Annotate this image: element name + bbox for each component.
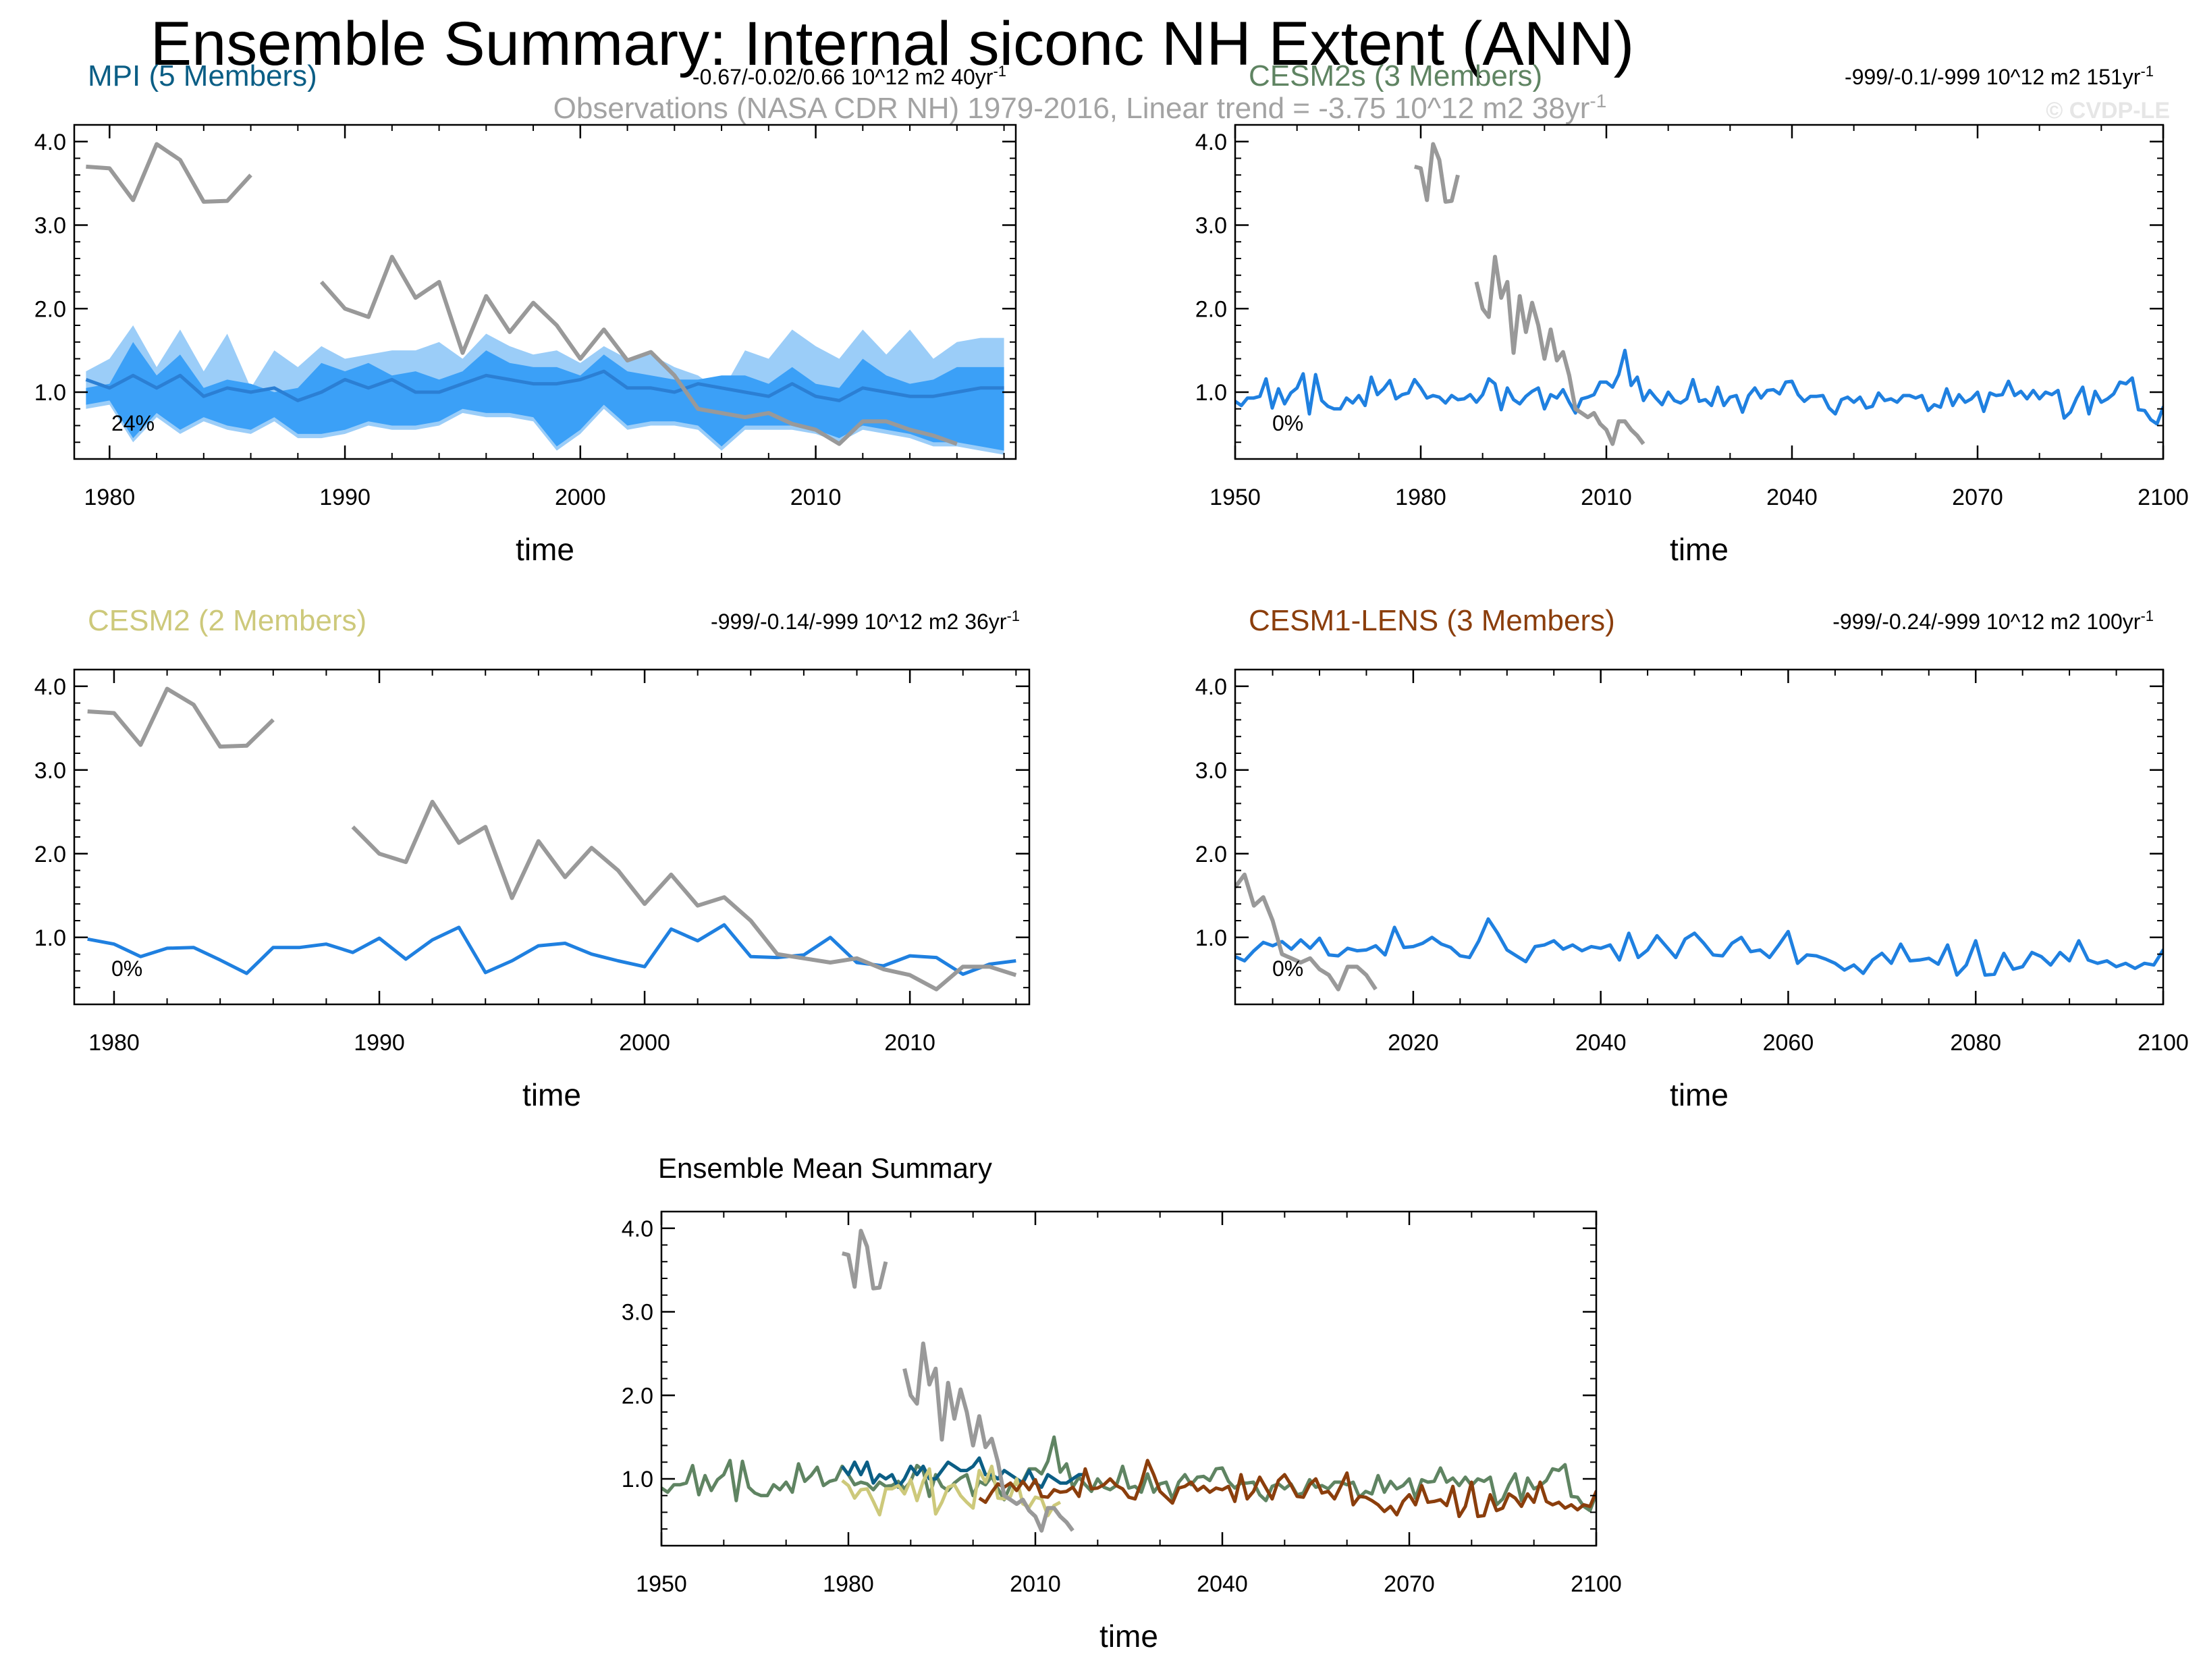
panel-cesm2-y-tick-label: 1.0 bbox=[34, 925, 66, 951]
panel-cesm1-x-tick-label: 2060 bbox=[1763, 1030, 1814, 1056]
panel-cesm1-y-tick-label: 4.0 bbox=[1195, 674, 1227, 700]
panel-cesm2: 1980 1990 2000 2010 1.0 2.0 3.0 4.0 time 0% CESM2 … bbox=[34, 604, 1031, 1112]
panel-cesm2-percent-label: 0% bbox=[111, 956, 142, 981]
panel-cesm2s-y-tick-label: 4.0 bbox=[1195, 130, 1227, 155]
mpi-ensemble-spread-band bbox=[86, 342, 1004, 451]
panel-cesm1-x-tick-label: 2080 bbox=[1950, 1030, 2001, 1056]
cesm1-observations-line bbox=[1235, 872, 1378, 992]
mpi-ensemble-mean-line bbox=[85, 369, 1004, 402]
panel-cesm1-x-tick-label: 2040 bbox=[1575, 1030, 1627, 1056]
panel-mpi-x-tick-label: 2000 bbox=[555, 485, 606, 510]
panel-mpi-y-tick-label: 1.0 bbox=[34, 380, 66, 406]
panel-ensmean-x-tick-label: 2010 bbox=[1010, 1571, 1061, 1597]
panel-cesm2-x-tick-label: 2010 bbox=[884, 1030, 935, 1056]
panel-cesm2s: 1950 1980 2010 2040 2070 2100 1.0 2.0 3.0 4.0 time… bbox=[1195, 59, 2189, 567]
panel-mpi-y-tick-label: 2.0 bbox=[34, 296, 66, 322]
panel-mpi-y-tick-label: 3.0 bbox=[34, 213, 66, 239]
panel-ensmean-x-tick-label: 2070 bbox=[1384, 1571, 1435, 1597]
panel-cesm2-x-tick-label: 2000 bbox=[619, 1030, 670, 1056]
panel-cesm2s-x-tick-label: 2040 bbox=[1766, 485, 1818, 510]
panel-ensmean-y-tick-label: 4.0 bbox=[622, 1216, 653, 1242]
panel-cesm1-title: CESM1-LENS (3 Members) bbox=[1249, 604, 1615, 637]
panel-cesm1-y-tick-label: 1.0 bbox=[1195, 925, 1227, 951]
panel-cesm2-title: CESM2 (2 Members) bbox=[88, 604, 366, 637]
panel-cesm1-x-axis-label: time bbox=[1670, 1077, 1729, 1112]
panel-cesm1-x-tick-label: 2100 bbox=[2138, 1030, 2189, 1056]
panel-ensmean-plot-area bbox=[661, 1228, 1596, 1533]
ensmean-observations-line bbox=[842, 1228, 1075, 1533]
panel-ensmean-x-tick-label: 2100 bbox=[1571, 1571, 1622, 1597]
panel-cesm2s-trend-stats: -999/-0.1/-999 10^12 m2 151yr-1 bbox=[1845, 63, 2154, 89]
panel-ensmean-y-tick-label: 1.0 bbox=[622, 1467, 653, 1492]
panel-cesm1-percent-label: 0% bbox=[1272, 956, 1303, 981]
cesm2-observations-line bbox=[87, 686, 1017, 992]
panel-ensmean-x-tick-label: 1980 bbox=[823, 1571, 874, 1597]
panel-cesm2s-plot-area bbox=[1235, 142, 2163, 446]
panel-cesm2-y-tick-label: 3.0 bbox=[34, 758, 66, 784]
cesm2s-observations-line bbox=[1414, 142, 1646, 446]
cesm1-ensemble-mean-line bbox=[1235, 917, 2163, 977]
panel-cesm2-y-tick-label: 4.0 bbox=[34, 674, 66, 700]
panel-cesm2s-y-tick-label: 1.0 bbox=[1195, 380, 1227, 406]
panel-ensmean-y-tick-label: 2.0 bbox=[622, 1383, 653, 1409]
panel-ensmean-x-axis-label: time bbox=[1099, 1619, 1158, 1654]
panel-cesm2-plot-area bbox=[87, 686, 1017, 992]
obs-subtitle: Observations (NASA CDR NH) 1979-2016, Li… bbox=[553, 90, 1607, 125]
panel-cesm2s-x-axis-label: time bbox=[1670, 532, 1729, 567]
panel-mpi-title: MPI (5 Members) bbox=[88, 59, 317, 92]
panel-mpi-x-tick-label: 1990 bbox=[319, 485, 371, 510]
panel-ensmean: 1950 1980 2010 2040 2070 2100 1.0 2.0 3.0 4.0 time… bbox=[622, 1152, 1622, 1654]
panel-cesm1-trend-stats: -999/-0.24/-999 10^12 m2 100yr-1 bbox=[1832, 607, 2154, 634]
panel-cesm2s-percent-label: 0% bbox=[1272, 411, 1303, 435]
panel-cesm2s-x-tick-label: 1950 bbox=[1209, 485, 1261, 510]
panel-cesm1-y-tick-label: 3.0 bbox=[1195, 758, 1227, 784]
panel-cesm2s-y-tick-label: 3.0 bbox=[1195, 213, 1227, 239]
panel-cesm2-x-axis-label: time bbox=[522, 1077, 581, 1112]
panel-cesm1: 2020 2040 2060 2080 2100 1.0 2.0 3.0 4.0 time 0% CE… bbox=[1195, 604, 2189, 1112]
panel-cesm1-plot-frame bbox=[1234, 668, 2165, 1006]
mpi-observations-line bbox=[86, 142, 958, 446]
panel-mpi-percent-label: 24% bbox=[111, 411, 155, 435]
panel-cesm2s-title: CESM2s (3 Members) bbox=[1249, 59, 1542, 92]
panel-cesm2-y-tick-label: 2.0 bbox=[34, 842, 66, 867]
ensmean-line-mpi bbox=[840, 1456, 1085, 1489]
panel-cesm2s-plot-frame bbox=[1234, 124, 2165, 460]
watermark: © CVDP-LE bbox=[2046, 98, 2170, 124]
panel-ensmean-x-tick-label: 1950 bbox=[636, 1571, 687, 1597]
panel-mpi-plot-area bbox=[85, 142, 1004, 455]
figure-title: Ensemble Summary: Internal siconc NH Ext… bbox=[151, 9, 1634, 78]
panel-cesm2s-x-tick-label: 2100 bbox=[2138, 485, 2189, 510]
panel-mpi-x-tick-label: 2010 bbox=[790, 485, 842, 510]
panel-cesm2-trend-stats: -999/-0.14/-999 10^12 m2 36yr-1 bbox=[711, 607, 1020, 634]
panel-cesm2s-x-tick-label: 2010 bbox=[1581, 485, 1632, 510]
panel-mpi: 1980 1990 2000 2010 1.0 2.0 3.0 4.0 time 24% MPI (… bbox=[34, 59, 1017, 567]
panel-mpi-x-tick-label: 1980 bbox=[84, 485, 135, 510]
panel-ensmean-x-tick-label: 2040 bbox=[1197, 1571, 1248, 1597]
cesm2-ensemble-mean-line bbox=[87, 923, 1016, 976]
panel-cesm1-y-tick-label: 2.0 bbox=[1195, 842, 1227, 867]
panel-cesm1-plot-area bbox=[1235, 872, 2163, 992]
panel-mpi-y-tick-label: 4.0 bbox=[34, 130, 66, 155]
panel-cesm2-plot-frame bbox=[73, 668, 1031, 1006]
panel-mpi-trend-stats: -0.67/-0.02/0.66 10^12 m2 40yr-1 bbox=[692, 63, 1006, 89]
ensmean-line-cesm1 bbox=[978, 1459, 1596, 1519]
cesm2s-ensemble-mean-line bbox=[1235, 348, 2163, 426]
panel-ensmean-y-tick-label: 3.0 bbox=[622, 1300, 653, 1326]
panel-cesm2-x-tick-label: 1980 bbox=[88, 1030, 140, 1056]
panel-ensmean-title: Ensemble Mean Summary bbox=[658, 1152, 992, 1184]
panel-cesm2s-y-tick-label: 2.0 bbox=[1195, 296, 1227, 322]
panel-cesm1-x-tick-label: 2020 bbox=[1388, 1030, 1439, 1056]
panel-cesm2-x-tick-label: 1990 bbox=[354, 1030, 405, 1056]
panel-cesm2s-x-tick-label: 2070 bbox=[1952, 485, 2003, 510]
panel-cesm2s-x-tick-label: 1980 bbox=[1395, 485, 1446, 510]
panel-mpi-x-axis-label: time bbox=[516, 532, 574, 567]
